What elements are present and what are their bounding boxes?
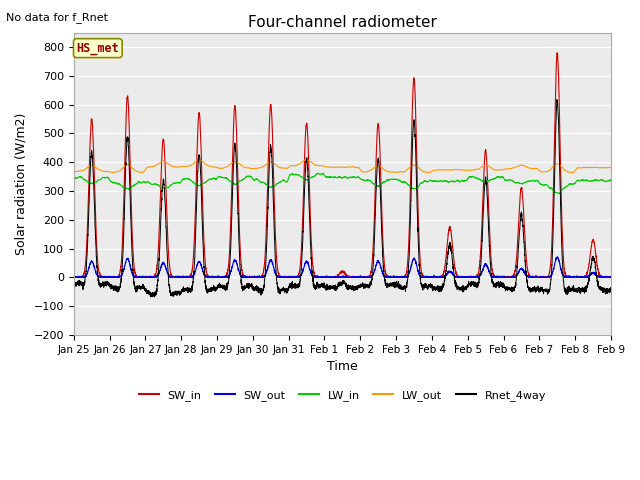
Legend: SW_in, SW_out, LW_in, LW_out, Rnet_4way: SW_in, SW_out, LW_in, LW_out, Rnet_4way (134, 385, 550, 405)
SW_in (607, 275, 615, 280)
SW_out (70, 275, 77, 280)
SW_out (323, 275, 330, 280)
SW_out (166, 274, 174, 279)
LW_out (463, 168, 470, 173)
Rnet_4way (463, 285, 470, 290)
Text: No data for f_Rnet: No data for f_Rnet (6, 12, 108, 23)
LW_out (166, 162, 174, 168)
Line: LW_in: LW_in (74, 173, 611, 194)
Rnet_4way (323, 288, 330, 293)
Y-axis label: Solar radiation (W/m2): Solar radiation (W/m2) (15, 113, 28, 255)
LW_out (323, 164, 330, 170)
LW_in (70, 173, 77, 179)
LW_in (323, 174, 330, 180)
Text: HS_met: HS_met (76, 42, 119, 55)
SW_in (70, 274, 77, 280)
Rnet_4way (553, 97, 561, 103)
Line: LW_out: LW_out (74, 160, 611, 172)
Line: SW_in: SW_in (74, 53, 611, 277)
SW_out (607, 275, 614, 280)
Rnet_4way (607, 287, 615, 292)
LW_out (607, 165, 614, 170)
SW_out (553, 254, 561, 260)
Title: Four-channel radiometer: Four-channel radiometer (248, 15, 436, 30)
Rnet_4way (70, 280, 77, 286)
Rnet_4way (607, 287, 614, 293)
LW_in (555, 191, 563, 197)
LW_out (493, 167, 501, 173)
LW_in (607, 178, 615, 183)
SW_in (463, 274, 470, 280)
LW_in (607, 177, 614, 183)
Rnet_4way (433, 287, 441, 292)
LW_in (166, 182, 174, 188)
LW_in (463, 178, 470, 183)
LW_out (109, 169, 116, 175)
Line: SW_out: SW_out (74, 257, 611, 277)
LW_out (433, 167, 441, 173)
X-axis label: Time: Time (327, 360, 358, 373)
SW_in (166, 269, 174, 275)
LW_out (70, 169, 77, 175)
SW_in (554, 50, 561, 56)
LW_out (302, 157, 310, 163)
SW_out (493, 275, 501, 280)
Rnet_4way (150, 294, 158, 300)
Line: Rnet_4way: Rnet_4way (74, 100, 611, 297)
Rnet_4way (166, 289, 174, 295)
SW_out (607, 275, 615, 280)
SW_in (607, 274, 614, 280)
LW_out (607, 165, 615, 170)
LW_in (433, 178, 441, 184)
SW_in (493, 274, 501, 280)
SW_in (323, 274, 330, 280)
SW_in (433, 275, 441, 280)
LW_in (493, 175, 501, 180)
SW_in (70, 275, 77, 280)
LW_in (319, 170, 327, 176)
SW_out (463, 274, 470, 279)
Rnet_4way (493, 282, 501, 288)
SW_out (433, 275, 441, 280)
